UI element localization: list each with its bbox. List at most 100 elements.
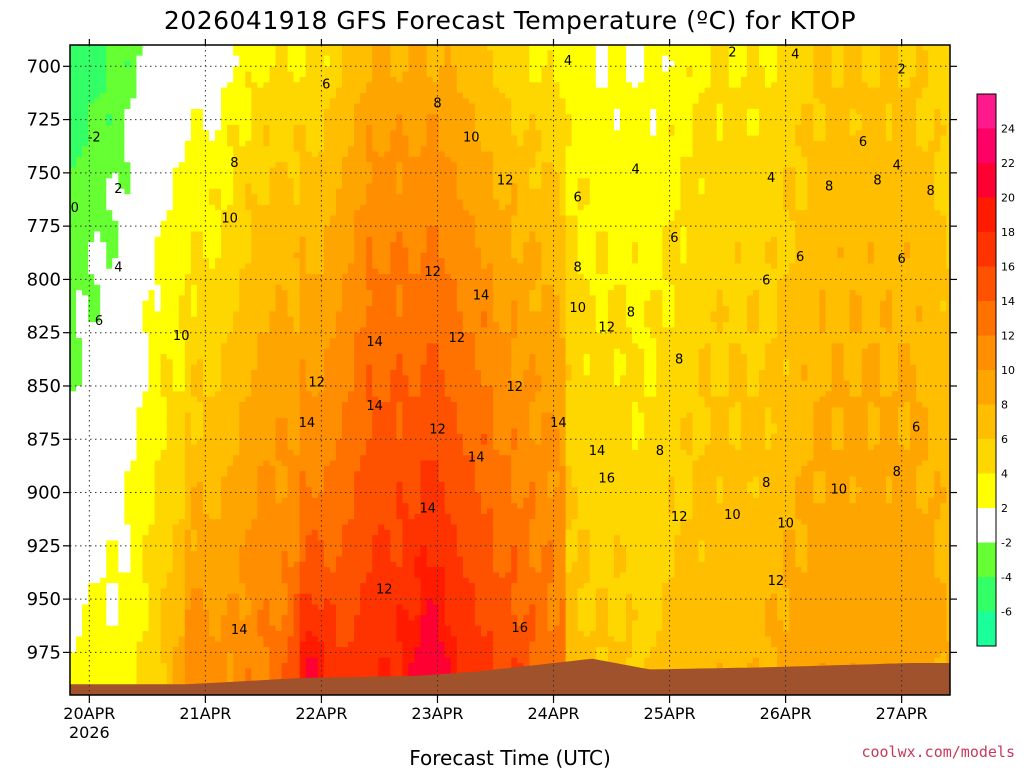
contour-label: 12 xyxy=(429,423,446,438)
x-tick-sublabel: 2026 xyxy=(69,723,110,742)
plot-frame xyxy=(69,44,951,696)
contour-label: 12 xyxy=(497,173,514,188)
colorbar-segment xyxy=(977,163,996,198)
contour-label: 10 xyxy=(463,131,480,146)
y-tick-label: 700 xyxy=(27,56,61,77)
terrain xyxy=(70,658,950,695)
contour-label: 12 xyxy=(768,574,785,589)
contour-label: 14 xyxy=(473,288,490,303)
contour-label: 12 xyxy=(671,510,688,525)
colorbar-segment xyxy=(977,542,996,578)
contour-label: 16 xyxy=(598,472,615,487)
colorbar-label: 2 xyxy=(1001,502,1008,515)
contour-label: 6 xyxy=(897,252,905,267)
colorbar-segment xyxy=(977,611,996,647)
contour-label: 12 xyxy=(424,265,441,280)
contour-label: 10 xyxy=(724,508,741,523)
contour-label: 14 xyxy=(589,444,606,459)
colorbar-segment xyxy=(977,128,996,164)
y-tick-label: 975 xyxy=(27,642,61,663)
contour-label: 8 xyxy=(927,184,935,199)
colorbar-segment xyxy=(977,404,996,440)
colorbar-label: 14 xyxy=(1001,295,1015,308)
contour-label: 6 xyxy=(322,77,330,92)
contour-label: 6 xyxy=(859,135,867,150)
contour-label: -2 xyxy=(88,131,101,146)
contour-label: 6 xyxy=(670,231,678,246)
y-tick-label: 775 xyxy=(27,216,61,237)
colorbar-frame xyxy=(976,93,997,647)
contour-label: 8 xyxy=(675,352,683,367)
contour-label: 12 xyxy=(507,380,524,395)
colorbar-segment xyxy=(977,439,996,474)
contour-label: 2 xyxy=(114,182,122,197)
colorbar-segment xyxy=(977,508,996,543)
contour-label: 14 xyxy=(468,450,485,465)
contour-label: 6 xyxy=(762,273,770,288)
contour-label: 14 xyxy=(231,623,248,638)
contour-label: 12 xyxy=(376,582,393,597)
x-tick-label: 21APR xyxy=(179,704,231,723)
contour-label: 14 xyxy=(366,399,383,414)
contour-label: 8 xyxy=(627,305,635,320)
contour-label: 6 xyxy=(574,190,582,205)
contour-label: 16 xyxy=(511,621,528,636)
y-tick-label: 850 xyxy=(27,376,61,397)
colorbar-label: -2 xyxy=(1001,537,1012,550)
contour-label: 10 xyxy=(831,482,848,497)
x-tick-label: 22APR xyxy=(295,704,347,723)
gridlines xyxy=(70,45,950,695)
colorbar-segment xyxy=(977,301,996,336)
contour-label: 4 xyxy=(791,48,799,63)
contour-label: 10 xyxy=(221,212,238,227)
contour-label: 14 xyxy=(550,416,567,431)
contour-label: 6 xyxy=(796,250,804,265)
contour-label: 0 xyxy=(71,201,79,216)
contour-label: 8 xyxy=(825,180,833,195)
colorbar-segment xyxy=(977,232,996,267)
contour-label: 6 xyxy=(95,314,103,329)
x-tick-label: 20APR xyxy=(63,704,115,723)
x-axis-title: Forecast Time (UTC) xyxy=(409,746,611,768)
contour-label: 2 xyxy=(897,62,905,77)
y-tick-label: 750 xyxy=(27,163,61,184)
contour-label: 10 xyxy=(777,516,794,531)
contour-label: 4 xyxy=(114,261,122,276)
contour-label: 4 xyxy=(564,54,572,69)
colorbar-label: 24 xyxy=(1001,123,1015,136)
colorbar-label: 22 xyxy=(1001,157,1015,170)
colorbar-label: 6 xyxy=(1001,433,1008,446)
contour-label: 8 xyxy=(574,261,582,276)
contour-label: 10 xyxy=(569,301,586,316)
y-axis: 700 725 750 775 800 825 850 875 900 925 950 975 xyxy=(27,56,957,663)
contour-label: 6 xyxy=(912,421,920,436)
x-tick-label: 27APR xyxy=(876,704,928,723)
colorbar-segment xyxy=(977,577,996,612)
colorbar-segment xyxy=(977,266,996,302)
contour-label: 4 xyxy=(767,171,775,186)
colorbar-segment xyxy=(977,370,996,405)
contour-label: 14 xyxy=(299,416,316,431)
contour-label: 8 xyxy=(873,173,881,188)
y-tick-label: 825 xyxy=(27,323,61,344)
contour-label: 4 xyxy=(632,163,640,178)
contour-label: 8 xyxy=(433,97,441,112)
colorbar-segment xyxy=(977,197,996,233)
y-tick-label: 950 xyxy=(27,589,61,610)
credit-text: coolwx.com/models xyxy=(861,743,1015,761)
y-tick-label: 925 xyxy=(27,536,61,557)
y-tick-label: 800 xyxy=(27,269,61,290)
contour-label: 12 xyxy=(308,376,325,391)
contour-label: 8 xyxy=(656,444,664,459)
contour-label: 8 xyxy=(230,156,238,171)
contour-label: 4 xyxy=(893,158,901,173)
x-tick-label: 25APR xyxy=(644,704,696,723)
colorbar-label: -6 xyxy=(1001,606,1012,619)
x-tick-label: 23APR xyxy=(411,704,463,723)
colorbar-segment xyxy=(977,473,996,509)
chart-title: 2026041918 GFS Forecast Temperature (ºC)… xyxy=(164,6,856,35)
plot-area xyxy=(70,45,950,695)
y-tick-label: 900 xyxy=(27,483,61,504)
